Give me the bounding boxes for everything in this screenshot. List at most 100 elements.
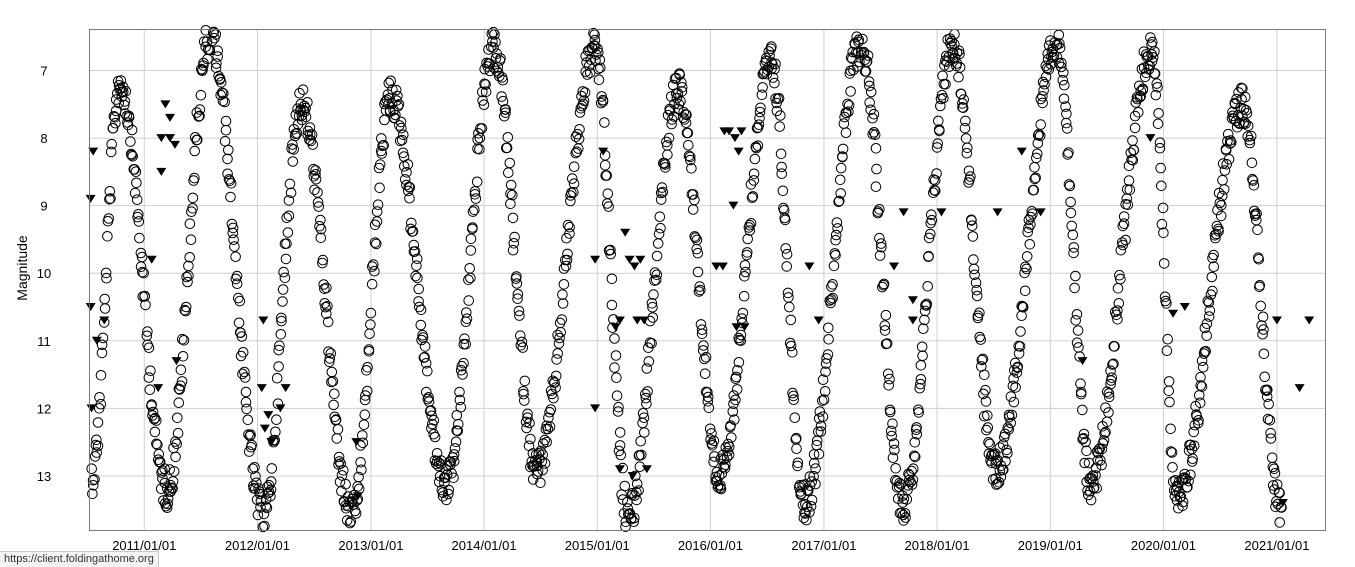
observation-point (142, 326, 153, 337)
observation-point (125, 136, 136, 147)
observation-point (106, 138, 117, 150)
observation-point (925, 228, 936, 240)
observation-point (792, 460, 803, 472)
observation-point (830, 229, 842, 241)
observation-point (312, 197, 324, 208)
observation-point (425, 405, 437, 416)
limit-point (1035, 208, 1046, 217)
observation-point (242, 414, 254, 426)
limit-point (992, 208, 1003, 217)
observation-point (614, 440, 626, 451)
observation-point (946, 40, 958, 52)
observation-point (1239, 91, 1251, 103)
observation-point (1155, 162, 1166, 174)
observation-point (545, 404, 557, 415)
observation-point (474, 144, 485, 155)
observation-point (970, 277, 982, 289)
observation-point (308, 171, 320, 182)
observation-point (913, 407, 925, 418)
observation-point (933, 115, 944, 127)
observation-point (560, 260, 572, 272)
observation-point (136, 251, 148, 263)
observation-point (874, 204, 885, 215)
observation-point (830, 234, 841, 246)
observation-point (448, 472, 459, 484)
observation-point (1037, 97, 1048, 109)
observation-point (810, 463, 821, 474)
observation-point (862, 50, 874, 61)
observation-point (887, 418, 898, 430)
observation-point (814, 406, 826, 417)
observation-point (825, 297, 836, 309)
limit-point (641, 465, 652, 474)
observation-point (325, 348, 337, 359)
observation-point (168, 466, 180, 477)
observation-point (641, 363, 653, 374)
observation-point (702, 387, 713, 398)
observation-point (365, 319, 376, 330)
observation-point (460, 338, 472, 350)
observation-point (878, 278, 890, 290)
observation-point (507, 244, 519, 256)
observation-point (194, 110, 205, 122)
observation-point (828, 260, 840, 272)
x-tick-label: 2018/01/01 (905, 538, 970, 553)
observation-point (412, 272, 423, 284)
limit-point (804, 262, 815, 271)
limit-point (733, 147, 744, 156)
observation-point (104, 194, 115, 205)
observation-point (1040, 71, 1052, 83)
observation-point (282, 227, 294, 238)
observation-point (355, 457, 366, 468)
observation-point (189, 145, 200, 157)
observation-point (1109, 341, 1120, 352)
observation-point (324, 353, 336, 364)
observation-point (975, 334, 987, 345)
observation-point (519, 375, 531, 387)
observation-point (120, 86, 132, 97)
observation-point (279, 272, 291, 284)
observation-point (1093, 443, 1105, 455)
observation-point (500, 107, 511, 118)
observation-point (963, 165, 975, 177)
observation-point (968, 263, 980, 275)
observation-point (194, 104, 206, 115)
observation-point (932, 138, 944, 149)
x-tick-label: 2015/01/01 (565, 538, 630, 553)
observation-point (1061, 123, 1073, 134)
observation-point (695, 284, 706, 296)
observation-point (99, 303, 111, 314)
observation-point (226, 218, 238, 230)
limit-point (614, 316, 625, 325)
observation-point (262, 488, 274, 499)
observation-point (291, 127, 303, 139)
observation-point (379, 114, 390, 126)
observation-point (911, 422, 922, 433)
observation-point (739, 260, 751, 271)
observation-point (564, 228, 575, 239)
observation-point (294, 87, 305, 99)
observation-point (845, 86, 856, 97)
observation-point (875, 238, 887, 249)
observation-point (476, 123, 488, 134)
observation-point (631, 478, 643, 490)
observation-point (680, 117, 692, 128)
observation-point (385, 75, 397, 87)
observation-point (966, 215, 977, 226)
observation-point (102, 231, 113, 242)
observation-point (602, 188, 614, 199)
observation-point (568, 161, 580, 172)
observation-point (327, 375, 339, 387)
observation-point (593, 74, 605, 86)
limit-point (907, 296, 918, 305)
observation-point (767, 72, 779, 83)
observation-point (671, 92, 683, 104)
observation-point (344, 517, 356, 529)
observation-point (1078, 428, 1090, 440)
observation-point (888, 438, 900, 449)
observation-point (1152, 82, 1163, 93)
observation-point (167, 483, 178, 494)
observation-point (804, 506, 815, 518)
observation-point (654, 211, 666, 222)
observation-point (599, 159, 611, 171)
